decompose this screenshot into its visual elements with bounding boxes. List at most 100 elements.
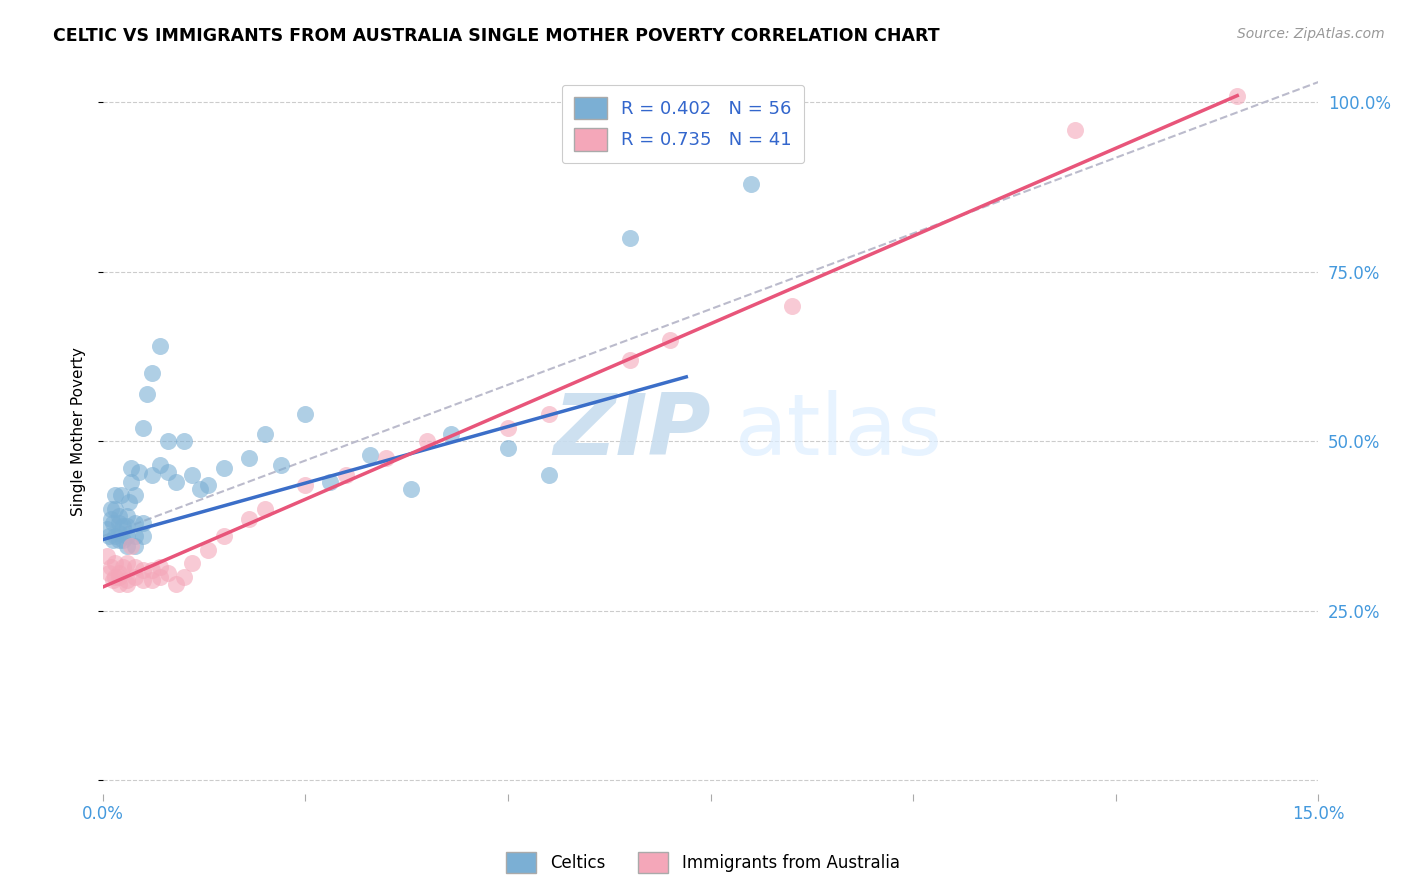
Point	[118, 495, 141, 509]
Point	[132, 573, 155, 587]
Y-axis label: Single Mother Poverty: Single Mother Poverty	[72, 347, 86, 516]
Point	[115, 573, 138, 587]
Point	[780, 299, 803, 313]
Legend: Celtics, Immigrants from Australia: Celtics, Immigrants from Australia	[499, 846, 907, 880]
Point	[115, 576, 138, 591]
Point	[124, 488, 146, 502]
Point	[104, 488, 127, 502]
Point	[96, 549, 118, 564]
Point	[98, 566, 121, 581]
Point	[335, 468, 357, 483]
Point	[124, 559, 146, 574]
Point	[120, 539, 142, 553]
Point	[132, 516, 155, 530]
Point	[108, 570, 131, 584]
Point	[149, 458, 172, 472]
Point	[270, 458, 292, 472]
Point	[120, 461, 142, 475]
Point	[108, 516, 131, 530]
Point	[149, 339, 172, 353]
Point	[108, 533, 131, 547]
Point	[115, 529, 138, 543]
Point	[359, 448, 381, 462]
Point	[214, 529, 236, 543]
Text: Source: ZipAtlas.com: Source: ZipAtlas.com	[1237, 27, 1385, 41]
Point	[173, 434, 195, 449]
Point	[132, 563, 155, 577]
Point	[294, 407, 316, 421]
Point	[112, 533, 135, 547]
Point	[253, 427, 276, 442]
Point	[141, 573, 163, 587]
Point	[115, 519, 138, 533]
Point	[619, 353, 641, 368]
Point	[108, 525, 131, 540]
Point	[659, 333, 682, 347]
Point	[141, 367, 163, 381]
Point	[104, 502, 127, 516]
Point	[100, 512, 122, 526]
Point	[537, 407, 560, 421]
Point	[100, 502, 122, 516]
Point	[108, 508, 131, 523]
Point	[214, 461, 236, 475]
Point	[197, 478, 219, 492]
Point	[104, 529, 127, 543]
Legend: R = 0.402   N = 56, R = 0.735   N = 41: R = 0.402 N = 56, R = 0.735 N = 41	[561, 85, 804, 163]
Point	[156, 566, 179, 581]
Point	[96, 522, 118, 536]
Point	[740, 177, 762, 191]
Point	[115, 508, 138, 523]
Point	[181, 468, 204, 483]
Point	[112, 559, 135, 574]
Point	[101, 533, 124, 547]
Point	[440, 427, 463, 442]
Point	[128, 465, 150, 479]
Point	[141, 468, 163, 483]
Point	[1226, 88, 1249, 103]
Point	[165, 475, 187, 489]
Point	[100, 559, 122, 574]
Point	[197, 542, 219, 557]
Point	[104, 570, 127, 584]
Point	[238, 512, 260, 526]
Point	[124, 529, 146, 543]
Point	[149, 570, 172, 584]
Text: ZIP: ZIP	[553, 390, 710, 473]
Point	[1064, 122, 1087, 136]
Point	[120, 475, 142, 489]
Point	[253, 502, 276, 516]
Point	[132, 420, 155, 434]
Point	[416, 434, 439, 449]
Point	[319, 475, 342, 489]
Point	[124, 539, 146, 553]
Point	[375, 451, 398, 466]
Point	[149, 559, 172, 574]
Point	[98, 529, 121, 543]
Point	[124, 570, 146, 584]
Point	[181, 556, 204, 570]
Point	[108, 576, 131, 591]
Point	[399, 482, 422, 496]
Point	[112, 519, 135, 533]
Point	[496, 441, 519, 455]
Text: atlas: atlas	[735, 390, 943, 473]
Point	[115, 539, 138, 553]
Point	[238, 451, 260, 466]
Point	[132, 529, 155, 543]
Point	[496, 420, 519, 434]
Point	[141, 563, 163, 577]
Point	[110, 488, 132, 502]
Point	[101, 573, 124, 587]
Point	[124, 516, 146, 530]
Text: CELTIC VS IMMIGRANTS FROM AUSTRALIA SINGLE MOTHER POVERTY CORRELATION CHART: CELTIC VS IMMIGRANTS FROM AUSTRALIA SING…	[53, 27, 941, 45]
Point	[173, 570, 195, 584]
Point	[156, 465, 179, 479]
Point	[136, 387, 159, 401]
Point	[104, 556, 127, 570]
Point	[188, 482, 211, 496]
Point	[619, 231, 641, 245]
Point	[156, 434, 179, 449]
Point	[115, 556, 138, 570]
Point	[108, 566, 131, 581]
